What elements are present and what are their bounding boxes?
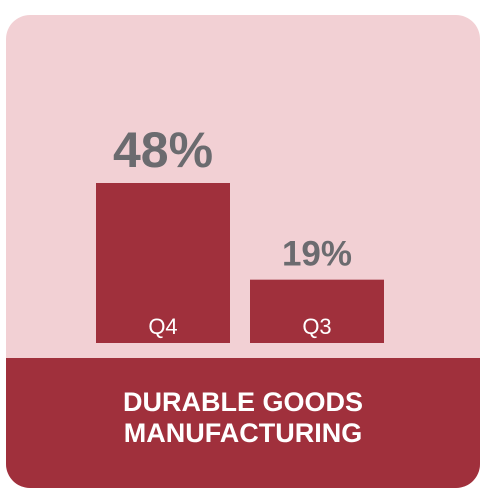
chart-footer: DURABLE GOODS MANUFACTURING: [6, 358, 480, 488]
value-label-q3: 19%: [282, 235, 352, 274]
bar-q4: [96, 183, 230, 343]
bar-q3: [250, 279, 384, 343]
category-label-q4: Q4: [148, 314, 177, 339]
chart-card: 48% Q4 19% Q3 DURABLE GOODS MANUFACTURING: [6, 15, 480, 488]
category-label-q3: Q3: [302, 314, 331, 339]
value-label-q4: 48%: [113, 122, 213, 178]
bar-chart: 48% Q4 19% Q3: [96, 122, 384, 343]
chart-title: DURABLE GOODS MANUFACTURING: [122, 387, 363, 448]
